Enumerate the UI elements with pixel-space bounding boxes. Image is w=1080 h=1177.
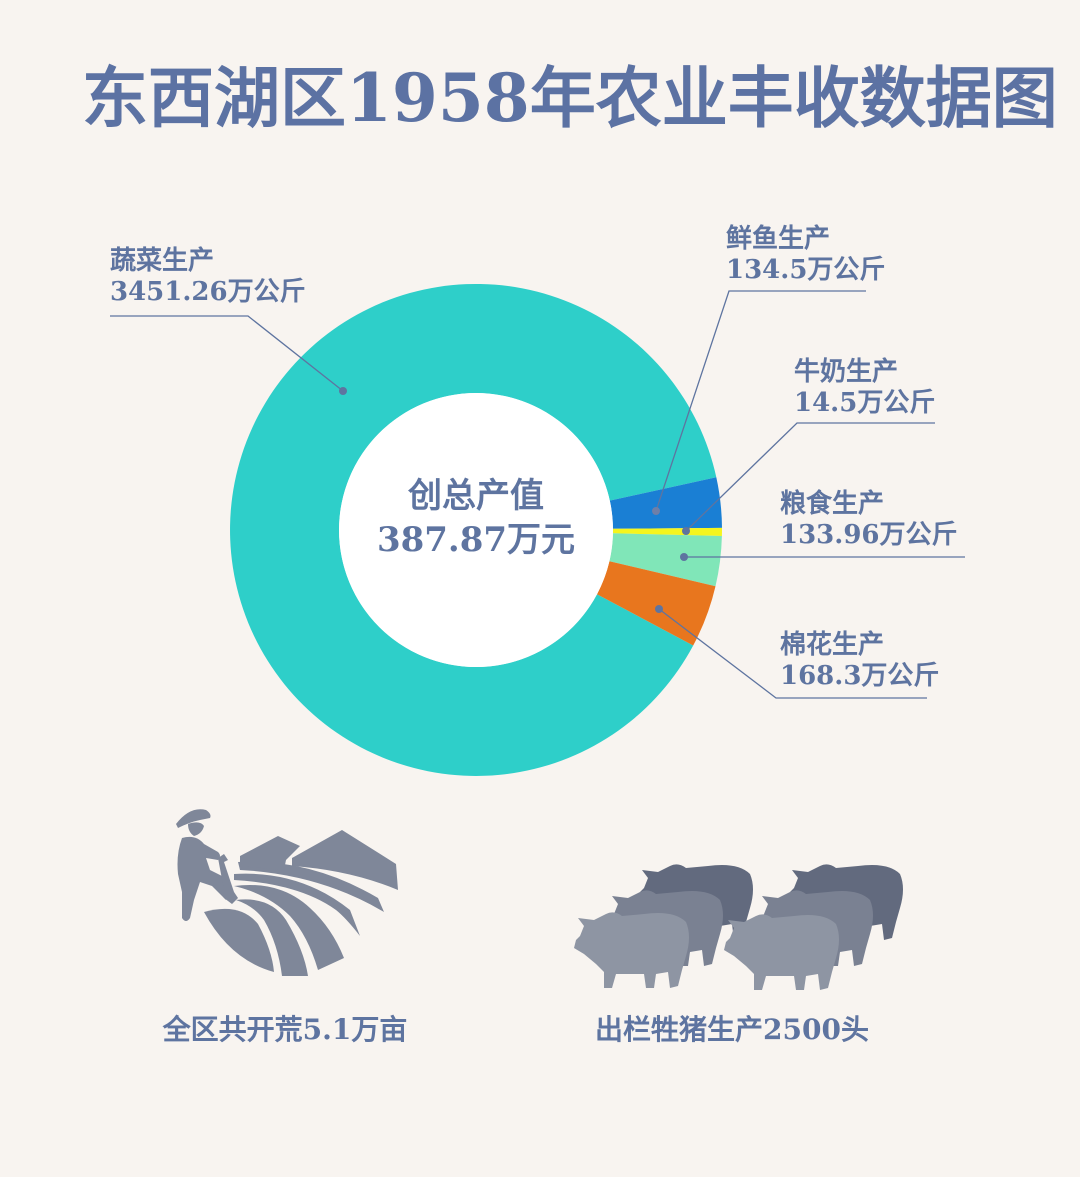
donut-hole [339, 393, 613, 667]
center-label: 创总产值 [408, 476, 544, 516]
farmland-annotation: 全区共开荒5.1万亩 [162, 1013, 408, 1046]
leader-dot-grain [680, 553, 688, 561]
pigs-herd-icon [574, 864, 903, 990]
label-grain-name: 粮食生产 [780, 489, 885, 519]
farmer-plowing-icon [176, 809, 398, 976]
label-vegetables: 蔬菜生产 3451.26万公斤 [110, 246, 306, 308]
label-grain-value: 133.96万公斤 [780, 520, 958, 550]
label-cotton-name: 棉花生产 [780, 630, 885, 660]
label-vegetables-value: 3451.26万公斤 [110, 277, 306, 307]
center-value: 387.87万元 [376, 520, 576, 560]
leader-line-fish [655, 290, 866, 512]
leader-dot-fish [652, 507, 660, 515]
pig-front-right [724, 914, 839, 990]
label-vegetables-name: 蔬菜生产 [110, 246, 215, 276]
leader-dot-cotton [655, 605, 663, 613]
leader-line-milk [685, 422, 935, 532]
leader-dot-milk [682, 527, 690, 535]
slice-cotton [597, 561, 716, 646]
label-cotton: 棉花生产 168.3万公斤 [780, 630, 939, 692]
label-fish-value: 134.5万公斤 [726, 255, 886, 285]
label-fish-name: 鲜鱼生产 [726, 224, 831, 254]
donut-chart [110, 283, 965, 776]
label-milk: 牛奶生产 14.5万公斤 [794, 357, 935, 419]
pig-front-left [574, 912, 689, 988]
label-cotton-value: 168.3万公斤 [780, 661, 940, 691]
label-milk-name: 牛奶生产 [794, 357, 899, 387]
leader-line-vegetables [110, 315, 344, 392]
slice-fish [609, 477, 722, 529]
page-title: 东西湖区1958年农业丰收数据图 [82, 59, 1058, 137]
slice-milk [613, 527, 723, 536]
leader-line-cotton [658, 608, 927, 699]
label-fish: 鲜鱼生产 134.5万公斤 [726, 224, 885, 286]
leader-dot-vegetables [339, 387, 347, 395]
slice-grain [609, 533, 722, 587]
slice-vegetables [230, 283, 717, 776]
center-annotation: 创总产值 387.87万元 [336, 474, 616, 562]
label-grain: 粮食生产 133.96万公斤 [780, 489, 958, 551]
pigs-annotation: 出栏牲猪生产2500头 [595, 1013, 869, 1046]
label-milk-value: 14.5万公斤 [794, 388, 936, 418]
